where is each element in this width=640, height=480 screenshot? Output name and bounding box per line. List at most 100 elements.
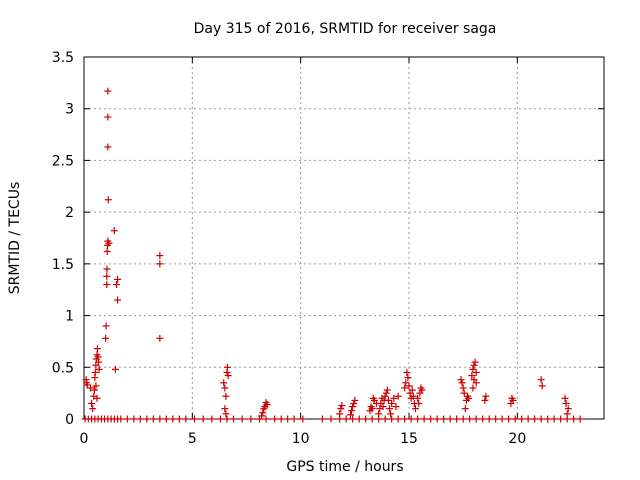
data-point — [175, 415, 183, 423]
data-point — [415, 399, 423, 407]
data-point — [557, 415, 565, 423]
data-point — [418, 386, 426, 394]
data-point — [182, 415, 190, 423]
data-point — [375, 415, 383, 423]
data-point — [220, 379, 228, 387]
data-point — [318, 415, 326, 423]
y-tick-label: 2 — [65, 205, 74, 221]
data-point — [531, 415, 539, 423]
data-point — [485, 415, 493, 423]
data-point — [446, 415, 454, 423]
data-point — [390, 394, 398, 402]
y-tick-label: 3 — [65, 102, 74, 118]
data-point — [351, 396, 359, 404]
data-point — [117, 415, 125, 423]
data-point — [348, 407, 356, 415]
data-point — [338, 402, 346, 410]
data-point — [460, 389, 468, 397]
data-point — [457, 376, 465, 384]
data-point — [223, 363, 231, 371]
data-point — [388, 399, 396, 407]
data-point — [461, 405, 469, 413]
x-tick-label: 15 — [400, 431, 418, 447]
data-point — [368, 405, 376, 413]
data-point — [379, 403, 387, 411]
data-point — [91, 368, 99, 376]
data-point — [362, 415, 370, 423]
data-point — [104, 113, 112, 121]
data-point — [440, 415, 448, 423]
data-point — [459, 384, 467, 392]
data-point — [123, 415, 131, 423]
data-point — [262, 415, 270, 423]
data-point — [564, 405, 572, 413]
data-point — [409, 392, 417, 400]
data-point — [347, 411, 354, 419]
data-point — [387, 410, 395, 418]
data-point — [103, 265, 111, 273]
data-point — [505, 415, 513, 423]
data-point — [401, 384, 409, 392]
data-points — [81, 87, 584, 423]
data-point — [143, 415, 151, 423]
data-point — [482, 392, 490, 400]
data-point — [465, 394, 473, 402]
data-point — [223, 415, 231, 423]
data-point — [156, 252, 164, 260]
data-point — [562, 399, 570, 407]
data-point — [271, 415, 279, 423]
data-point — [394, 415, 402, 423]
data-point — [388, 415, 396, 423]
data-point — [156, 260, 164, 268]
data-point — [427, 415, 435, 423]
data-point — [349, 403, 357, 411]
chart-title: Day 315 of 2016, SRMTID for receiver sag… — [194, 21, 497, 37]
x-axis-label: GPS time / hours — [286, 459, 403, 475]
data-point — [407, 415, 415, 423]
axis-ticks — [83, 56, 604, 420]
y-axis-label: SRMTID / TECUs — [7, 182, 23, 295]
data-point — [208, 415, 216, 423]
data-point — [472, 415, 480, 423]
data-point — [247, 415, 255, 423]
data-point — [217, 415, 224, 423]
data-point — [88, 399, 96, 407]
data-point — [518, 415, 526, 423]
data-point — [277, 415, 285, 423]
data-point — [199, 415, 207, 423]
data-point — [224, 372, 232, 380]
data-point — [401, 415, 409, 423]
data-point — [458, 379, 466, 387]
data-point — [104, 143, 112, 151]
y-tick-label: 1 — [65, 309, 74, 325]
data-point — [263, 401, 271, 409]
data-point — [114, 275, 122, 283]
data-point — [570, 415, 578, 423]
y-tick-labels: 0 0.5 1 1.5 2 2.5 3 3.5 — [52, 50, 74, 428]
x-tick-label: 0 — [80, 431, 89, 447]
data-point — [412, 405, 419, 413]
data-point — [404, 374, 412, 382]
y-tick-label: 1.5 — [52, 257, 74, 273]
data-point — [104, 87, 112, 95]
data-point — [191, 415, 198, 423]
data-point — [327, 415, 335, 423]
data-point — [402, 379, 410, 387]
data-point — [95, 358, 103, 366]
data-point — [290, 415, 298, 423]
y-tick-label: 3.5 — [52, 50, 74, 66]
data-point — [471, 358, 479, 366]
data-point — [479, 415, 487, 423]
data-point — [89, 405, 97, 413]
data-point — [156, 415, 164, 423]
x-tick-label: 20 — [508, 431, 526, 447]
grid — [84, 57, 604, 419]
data-point — [113, 281, 120, 289]
data-point — [90, 386, 98, 394]
data-point — [342, 415, 350, 423]
data-point — [420, 415, 428, 423]
data-point — [498, 415, 506, 423]
data-point — [110, 227, 118, 235]
data-point — [83, 381, 91, 389]
data-point — [511, 415, 519, 423]
